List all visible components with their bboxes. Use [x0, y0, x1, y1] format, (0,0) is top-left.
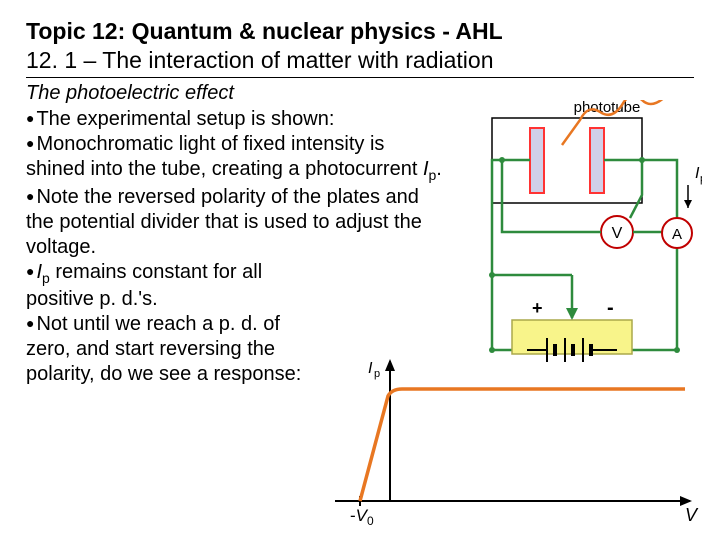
divider	[26, 77, 694, 78]
graph-y-label-sub: p	[374, 368, 380, 380]
body-text: The experimental setup is shown: Monochr…	[26, 107, 446, 387]
page-title: Topic 12: Quantum & nuclear physics - AH…	[26, 18, 694, 45]
graph-y-label: I	[368, 360, 373, 377]
current-label-sub: p	[700, 173, 702, 185]
voltmeter-label: V	[612, 225, 623, 242]
graph-x-label: V	[685, 505, 699, 525]
iv-graph: I p V -V0	[330, 351, 700, 526]
plus-label: +	[532, 298, 543, 318]
graph-x-tick: -V0	[350, 506, 374, 526]
minus-label: -	[607, 297, 614, 319]
page-subtitle: 12. 1 – The interaction of matter with r…	[26, 47, 694, 74]
ammeter-label: A	[672, 226, 682, 243]
circuit-diagram: phototube V	[452, 100, 702, 370]
